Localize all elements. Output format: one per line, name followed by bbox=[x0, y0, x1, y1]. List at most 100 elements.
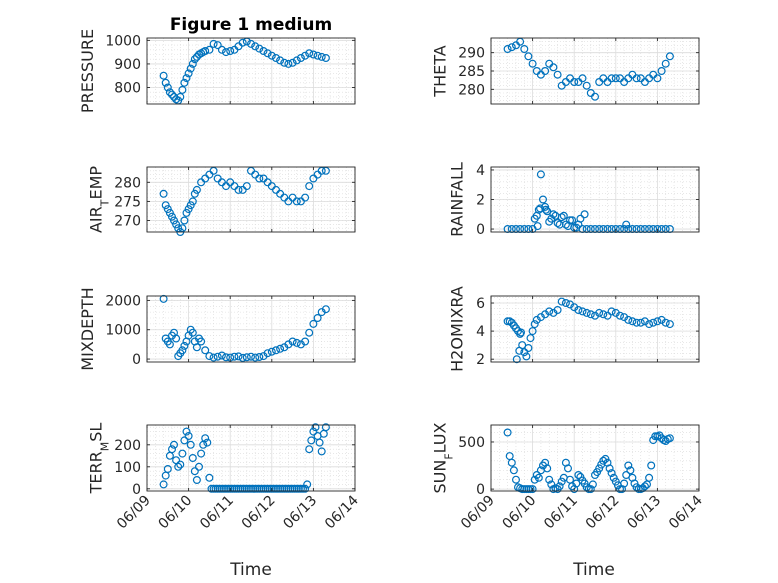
data-point bbox=[180, 216, 189, 225]
data-point bbox=[284, 59, 293, 68]
y-axis-label: THETA bbox=[431, 45, 450, 97]
data-point bbox=[603, 311, 612, 320]
data-point bbox=[251, 42, 260, 51]
data-point bbox=[528, 485, 537, 494]
data-point bbox=[507, 43, 516, 52]
data-point bbox=[165, 208, 174, 217]
axes-frame bbox=[146, 295, 356, 363]
data-point bbox=[292, 56, 301, 65]
series-h2omixra bbox=[503, 297, 674, 364]
data-point bbox=[505, 317, 514, 326]
data-point bbox=[653, 317, 662, 326]
data-point bbox=[301, 337, 310, 346]
data-point bbox=[536, 170, 545, 179]
data-point bbox=[561, 299, 570, 308]
data-point bbox=[174, 462, 183, 471]
y-axis-label-main: H2OMIXRA bbox=[448, 286, 467, 372]
data-point bbox=[524, 52, 533, 61]
data-point bbox=[534, 473, 543, 482]
y-tick-label: 2000 bbox=[105, 293, 141, 309]
data-point bbox=[545, 307, 554, 316]
data-point bbox=[543, 207, 552, 216]
data-point bbox=[197, 337, 206, 346]
series-air-temp bbox=[159, 166, 330, 237]
data-point bbox=[180, 78, 189, 87]
data-point bbox=[578, 74, 587, 83]
data-point bbox=[217, 351, 226, 360]
data-point bbox=[213, 41, 222, 50]
y-tick-label: 0 bbox=[476, 482, 485, 498]
data-point bbox=[665, 52, 674, 61]
y-axis-label-subscript: M bbox=[98, 442, 111, 452]
data-point bbox=[301, 484, 310, 493]
data-point bbox=[626, 466, 635, 475]
panel-h2omixra: 2 4 6 H2OMIXRA bbox=[448, 286, 700, 372]
data-point bbox=[178, 449, 187, 458]
data-point bbox=[170, 216, 179, 225]
y-tick-label: 0 bbox=[132, 482, 141, 498]
data-point bbox=[292, 338, 301, 347]
y-axis-label-main: RAINFALL bbox=[448, 162, 467, 237]
axes-frame bbox=[490, 295, 700, 363]
data-point bbox=[649, 318, 658, 327]
data-point bbox=[267, 347, 276, 356]
data-point bbox=[622, 220, 631, 229]
series-theta bbox=[503, 37, 674, 101]
series-sun-flux bbox=[503, 428, 674, 494]
data-point bbox=[609, 473, 618, 482]
data-point bbox=[607, 469, 616, 478]
y-tick-label: 4 bbox=[476, 324, 485, 340]
data-point bbox=[161, 78, 170, 87]
data-point bbox=[590, 92, 599, 101]
data-point bbox=[305, 328, 314, 337]
data-point bbox=[632, 74, 641, 83]
data-point bbox=[205, 473, 214, 482]
data-point bbox=[242, 182, 251, 191]
data-point bbox=[184, 432, 193, 441]
y-tick-label: 500 bbox=[458, 435, 485, 451]
data-point bbox=[574, 306, 583, 315]
y-axis-label: RAINFALL bbox=[448, 162, 467, 237]
data-point bbox=[541, 66, 550, 75]
data-point bbox=[168, 212, 177, 221]
data-point bbox=[311, 423, 320, 432]
data-point bbox=[582, 81, 591, 90]
y-tick-label: 4 bbox=[476, 163, 485, 179]
data-point bbox=[580, 210, 589, 219]
data-point bbox=[572, 479, 581, 488]
data-point bbox=[301, 193, 310, 202]
data-point bbox=[190, 55, 199, 64]
y-tick-label: 800 bbox=[114, 81, 141, 97]
data-point bbox=[563, 464, 572, 473]
y-tick-label: 0 bbox=[476, 222, 485, 238]
y-tick-label: 290 bbox=[458, 46, 485, 62]
data-point bbox=[186, 440, 195, 449]
data-point bbox=[186, 64, 195, 73]
data-point bbox=[201, 46, 210, 55]
data-point bbox=[509, 466, 518, 475]
data-point bbox=[528, 327, 537, 336]
axes-frame bbox=[146, 166, 356, 233]
data-point bbox=[661, 318, 670, 327]
data-point bbox=[586, 485, 595, 494]
y-axis-label-main: THETA bbox=[431, 45, 450, 97]
data-point bbox=[205, 352, 214, 361]
data-point bbox=[296, 53, 305, 62]
data-point bbox=[309, 427, 318, 436]
y-axis-label-main: AIR bbox=[87, 206, 106, 233]
data-point bbox=[553, 306, 562, 315]
y-axis-label: AIRTEMP bbox=[87, 166, 112, 233]
data-point bbox=[313, 51, 322, 60]
y-axis-label-main: PRESSURE bbox=[78, 29, 97, 113]
data-point bbox=[255, 174, 264, 183]
panel-mixdepth: 0 1000 2000 MIXDEPTH bbox=[78, 287, 356, 371]
data-point bbox=[555, 220, 564, 229]
data-point bbox=[599, 456, 608, 465]
data-point bbox=[180, 341, 189, 350]
data-point bbox=[188, 454, 197, 463]
data-point bbox=[315, 438, 324, 447]
plot-area bbox=[147, 167, 355, 232]
data-point bbox=[549, 210, 558, 219]
y-tick-label: 2 bbox=[476, 352, 485, 368]
